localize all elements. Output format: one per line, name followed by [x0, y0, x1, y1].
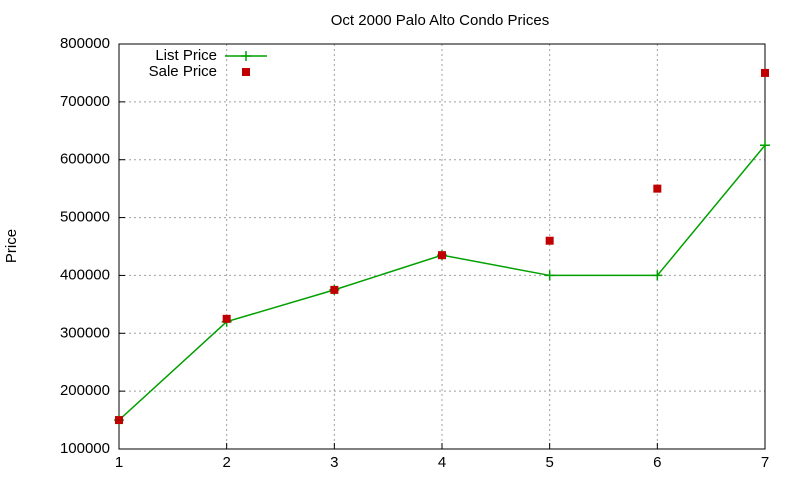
point: [544, 270, 555, 281]
plot-border: [118, 43, 766, 450]
legend-marker: [241, 51, 251, 61]
point: [652, 270, 663, 281]
y-tick-label: 800000: [60, 35, 110, 52]
point: [438, 251, 446, 260]
point: [115, 416, 123, 425]
y-axis-label: Price: [3, 229, 20, 263]
legend-label: List Price: [155, 47, 217, 64]
line: [118, 144, 766, 421]
point: [760, 140, 770, 151]
y-tick-label: 200000: [60, 382, 110, 399]
y-tick-label: 100000: [60, 440, 110, 457]
point: [330, 285, 339, 294]
x-tick-label: 7: [761, 454, 769, 471]
y-tick-label: 400000: [60, 266, 110, 283]
x-tick-label: 6: [653, 454, 661, 471]
point: [761, 68, 769, 77]
y-tick-label: 300000: [60, 324, 110, 341]
x-tick-label: 1: [115, 454, 123, 471]
x-tick-label: 2: [222, 454, 230, 471]
point: [545, 236, 554, 245]
x-tick-label: 3: [330, 454, 338, 471]
x-tick-label: 5: [545, 454, 553, 471]
y-tick-label: 600000: [60, 151, 110, 168]
x-tick-label: 4: [438, 454, 446, 471]
y-tick-label: 700000: [60, 93, 110, 110]
point: [653, 184, 662, 193]
legend-marker: [242, 68, 250, 76]
y-tick-label: 500000: [60, 209, 110, 226]
point: [222, 314, 231, 323]
legend-label: Sale Price: [149, 63, 217, 80]
chart-title: Oct 2000 Palo Alto Condo Prices: [331, 12, 549, 29]
